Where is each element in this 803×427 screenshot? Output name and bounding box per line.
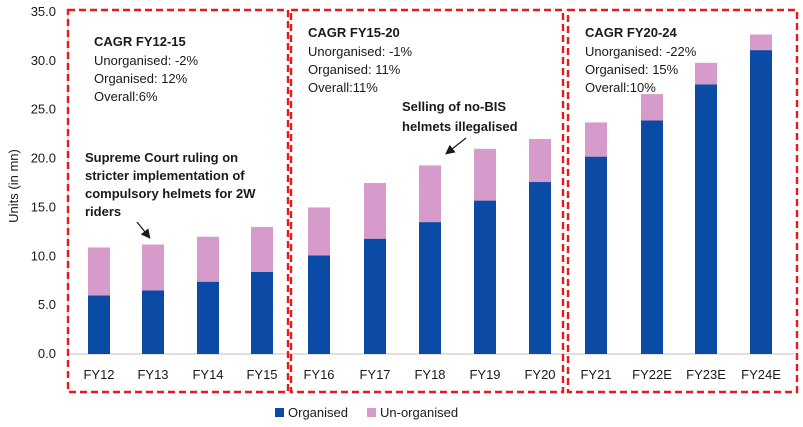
cagr-line-3-3: Overall:10%: [585, 80, 656, 95]
cagr-line-2-1: Unorganised: -1%: [308, 44, 412, 59]
cagr-line-1-3: Overall:6%: [94, 89, 158, 104]
y-axis-label: Units (in mn): [6, 149, 21, 223]
bars: [88, 34, 772, 355]
y-tick-label: 5.0: [38, 297, 56, 312]
y-tick-label: 25.0: [31, 102, 56, 117]
bar-organised-fy13: [142, 290, 164, 354]
bar-organised-fy18: [419, 222, 441, 354]
note-2-line-1: Selling of no-BIS: [402, 99, 506, 114]
y-tick-label: 0.0: [38, 346, 56, 361]
bar-organised-fy17: [364, 238, 386, 354]
cagr-title-2: CAGR FY15-20: [308, 25, 400, 40]
bar-unorganised-fy17: [364, 183, 386, 239]
x-tick-label-fy16: FY16: [303, 367, 334, 382]
y-tick-label: 35.0: [31, 4, 56, 19]
note-1-line-2: stricter implementation of: [85, 168, 245, 183]
note-1-line-4: riders: [85, 204, 121, 219]
bar-organised-fy14: [197, 281, 219, 354]
bar-unorganised-fy18: [419, 165, 441, 223]
cagr-line-3-1: Unorganised: -22%: [585, 44, 697, 59]
y-tick-label: 15.0: [31, 199, 56, 214]
x-ticks: FY12 FY13 FY14 FY15 FY16 FY17 FY18 FY19 FY20 FY21…: [83, 367, 781, 382]
bar-organised-fy15: [251, 271, 273, 354]
bar-organised-fy16: [308, 255, 330, 354]
cagr-title-1: CAGR FY12-15: [94, 34, 186, 49]
x-tick-label-fy24e: FY24E: [741, 367, 781, 382]
bar-unorganised-fy21: [585, 122, 607, 157]
bar-unorganised-fy14: [197, 236, 219, 282]
bar-unorganised-fy16: [308, 207, 330, 256]
cagr-line-1-1: Unorganised: -2%: [94, 53, 198, 68]
legend: Organised Un-organised: [275, 405, 458, 420]
bar-unorganised-fy12: [88, 247, 110, 296]
x-tick-label-fy19: FY19: [469, 367, 500, 382]
bar-organised-fy23e: [695, 84, 717, 355]
note-1-line-1: Supreme Court ruling on: [85, 150, 238, 165]
legend-swatch-organised: [275, 408, 284, 417]
x-tick-label-fy20: FY20: [524, 367, 555, 382]
bar-unorganised-fy24e: [750, 34, 772, 51]
bar-unorganised-fy22e: [641, 94, 663, 121]
bar-unorganised-fy15: [251, 226, 273, 272]
bar-unorganised-fy19: [474, 148, 496, 201]
cagr-line-3-2: Organised: 15%: [585, 62, 679, 77]
x-tick-label-fy18: FY18: [414, 367, 445, 382]
legend-label-organised: Organised: [288, 405, 348, 420]
cagr-group-box-3: [566, 8, 799, 394]
note-1-arrow: [136, 221, 151, 239]
cagr-group-box-1: [66, 8, 290, 394]
bar-unorganised-fy13: [142, 244, 164, 291]
y-tick-label: 30.0: [31, 53, 56, 68]
note-2-line-2: helmets illegalised: [402, 119, 518, 134]
y-ticks: 0.0 5.0 10.0 15.0 20.0 25.0 30.0 35.0: [31, 4, 56, 361]
note-supreme-court: Supreme Court ruling on stricter impleme…: [85, 150, 256, 239]
bar-unorganised-fy23e: [695, 62, 717, 85]
note-1-line-3: compulsory helmets for 2W: [85, 186, 256, 201]
cagr-line-2-3: Overall:11%: [308, 80, 378, 95]
note-no-bis: Selling of no-BIS helmets illegalised: [402, 99, 518, 155]
x-tick-label-fy17: FY17: [359, 367, 390, 382]
bar-unorganised-fy20: [529, 139, 551, 183]
cagr-line-1-2: Organised: 12%: [94, 71, 188, 86]
y-tick-label: 20.0: [31, 151, 56, 166]
x-tick-label-fy21: FY21: [580, 367, 611, 382]
x-tick-label-fy12: FY12: [83, 367, 114, 382]
bar-organised-fy22e: [641, 120, 663, 354]
x-tick-label-fy22e: FY22E: [632, 367, 672, 382]
note-2-arrow: [445, 137, 467, 155]
bar-organised-fy20: [529, 182, 551, 354]
x-tick-label-fy23e: FY23E: [686, 367, 726, 382]
x-tick-label-fy15: FY15: [246, 367, 277, 382]
cagr-group-boxes: CAGR FY12-15 Unorganised: -2% Organised: 1…: [66, 8, 799, 394]
cagr-title-3: CAGR FY20-24: [585, 25, 678, 40]
cagr-group-box-2: [289, 8, 565, 394]
bar-organised-fy21: [585, 156, 607, 354]
x-tick-label-fy13: FY13: [137, 367, 168, 382]
x-tick-label-fy14: FY14: [192, 367, 223, 382]
legend-swatch-unorganised: [367, 408, 376, 417]
bar-organised-fy24e: [750, 50, 772, 354]
bar-organised-fy19: [474, 200, 496, 354]
cagr-line-2-2: Organised: 11%: [308, 62, 401, 77]
y-tick-label: 10.0: [31, 248, 56, 263]
legend-label-unorganised: Un-organised: [380, 405, 458, 420]
bar-organised-fy12: [88, 295, 110, 354]
